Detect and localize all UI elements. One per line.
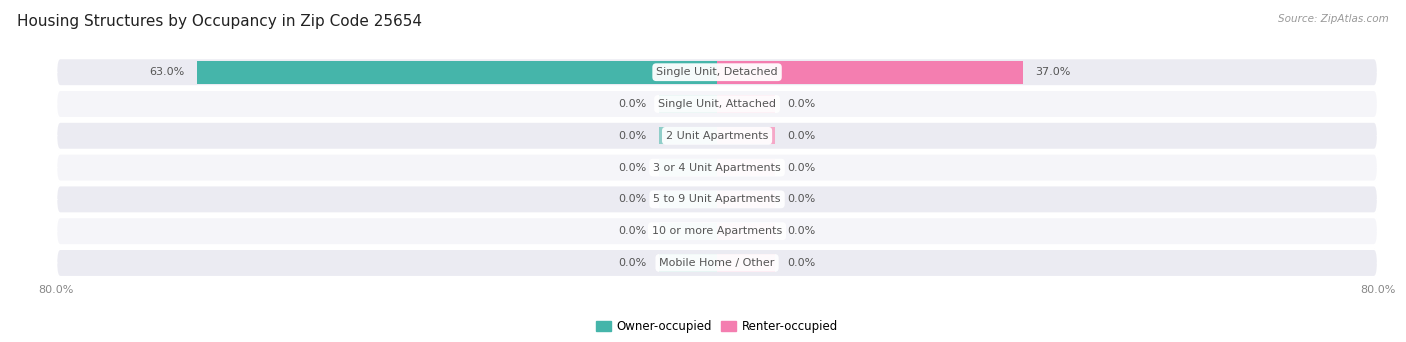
Bar: [717, 191, 775, 208]
Text: 0.0%: 0.0%: [619, 226, 647, 236]
Bar: [717, 127, 775, 144]
Bar: [717, 61, 1022, 84]
Text: Single Unit, Attached: Single Unit, Attached: [658, 99, 776, 109]
Text: 0.0%: 0.0%: [787, 226, 815, 236]
Text: 0.0%: 0.0%: [619, 131, 647, 141]
Bar: [717, 95, 775, 113]
Text: 10 or more Apartments: 10 or more Apartments: [652, 226, 782, 236]
Text: Mobile Home / Other: Mobile Home / Other: [659, 258, 775, 268]
FancyBboxPatch shape: [56, 185, 1378, 213]
FancyBboxPatch shape: [56, 154, 1378, 182]
FancyBboxPatch shape: [56, 249, 1378, 277]
Text: 3 or 4 Unit Apartments: 3 or 4 Unit Apartments: [654, 162, 780, 173]
Text: 0.0%: 0.0%: [787, 258, 815, 268]
Bar: [197, 61, 717, 84]
Bar: [717, 159, 775, 176]
Text: 0.0%: 0.0%: [787, 162, 815, 173]
Legend: Owner-occupied, Renter-occupied: Owner-occupied, Renter-occupied: [592, 315, 842, 338]
Text: 0.0%: 0.0%: [787, 99, 815, 109]
Text: Single Unit, Detached: Single Unit, Detached: [657, 67, 778, 77]
Text: Housing Structures by Occupancy in Zip Code 25654: Housing Structures by Occupancy in Zip C…: [17, 14, 422, 29]
Text: 0.0%: 0.0%: [787, 131, 815, 141]
FancyBboxPatch shape: [56, 90, 1378, 118]
FancyBboxPatch shape: [56, 217, 1378, 245]
Bar: [659, 127, 717, 144]
Bar: [659, 254, 717, 272]
Text: 0.0%: 0.0%: [787, 194, 815, 205]
Bar: [717, 254, 775, 272]
FancyBboxPatch shape: [56, 58, 1378, 86]
Bar: [659, 191, 717, 208]
Bar: [659, 159, 717, 176]
Text: 0.0%: 0.0%: [619, 194, 647, 205]
Bar: [659, 95, 717, 113]
Text: 0.0%: 0.0%: [619, 162, 647, 173]
Text: 2 Unit Apartments: 2 Unit Apartments: [666, 131, 768, 141]
Text: 37.0%: 37.0%: [1035, 67, 1070, 77]
Text: 0.0%: 0.0%: [619, 99, 647, 109]
Text: 0.0%: 0.0%: [619, 258, 647, 268]
FancyBboxPatch shape: [56, 122, 1378, 150]
Bar: [659, 223, 717, 240]
Text: 5 to 9 Unit Apartments: 5 to 9 Unit Apartments: [654, 194, 780, 205]
Text: Source: ZipAtlas.com: Source: ZipAtlas.com: [1278, 14, 1389, 24]
Text: 63.0%: 63.0%: [149, 67, 184, 77]
Bar: [717, 223, 775, 240]
